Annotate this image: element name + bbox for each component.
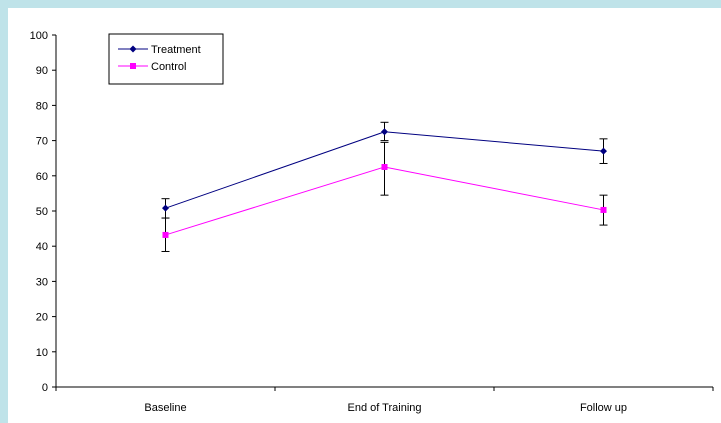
y-tick-label: 20 [36, 312, 48, 324]
y-tick-label: 90 [36, 65, 48, 77]
x-tick-label: Follow up [580, 402, 627, 414]
y-tick-label: 60 [36, 171, 48, 183]
x-tick-label: End of Training [348, 402, 422, 414]
treatment-point [162, 204, 169, 212]
y-tick-label: 80 [36, 100, 48, 112]
treatment-point [381, 128, 388, 136]
legend-marker-treatment [129, 45, 137, 53]
legend-label-control: Control [151, 61, 186, 73]
y-tick-label: 70 [36, 136, 48, 148]
series-markers [162, 128, 607, 238]
control-point [162, 231, 169, 238]
legend-box [108, 33, 224, 85]
legend-label-treatment: Treatment [151, 44, 201, 56]
axes: 0 10 20 30 40 50 60 70 80 90 100 Baseline End of Tra… [30, 30, 714, 414]
error-bars [161, 121, 608, 252]
control-point [381, 164, 388, 170]
treatment-point [600, 147, 607, 155]
x-tick-label: Baseline [144, 402, 186, 414]
y-tick-label: 40 [36, 241, 48, 253]
y-tick-label: 0 [42, 382, 48, 394]
y-tick-label: 30 [36, 276, 48, 288]
y-tick-label: 50 [36, 206, 48, 218]
legend-marker-control [130, 63, 136, 69]
y-tick-label: 10 [36, 347, 48, 359]
chart-frame: 0 10 20 30 40 50 60 70 80 90 100 Baseline End of Tra… [8, 8, 721, 423]
control-point [600, 206, 607, 213]
y-tick-label: 100 [30, 30, 48, 42]
legend: Treatment Control [108, 33, 224, 85]
line-chart: 0 10 20 30 40 50 60 70 80 90 100 Baseline End of Tra… [30, 30, 714, 414]
